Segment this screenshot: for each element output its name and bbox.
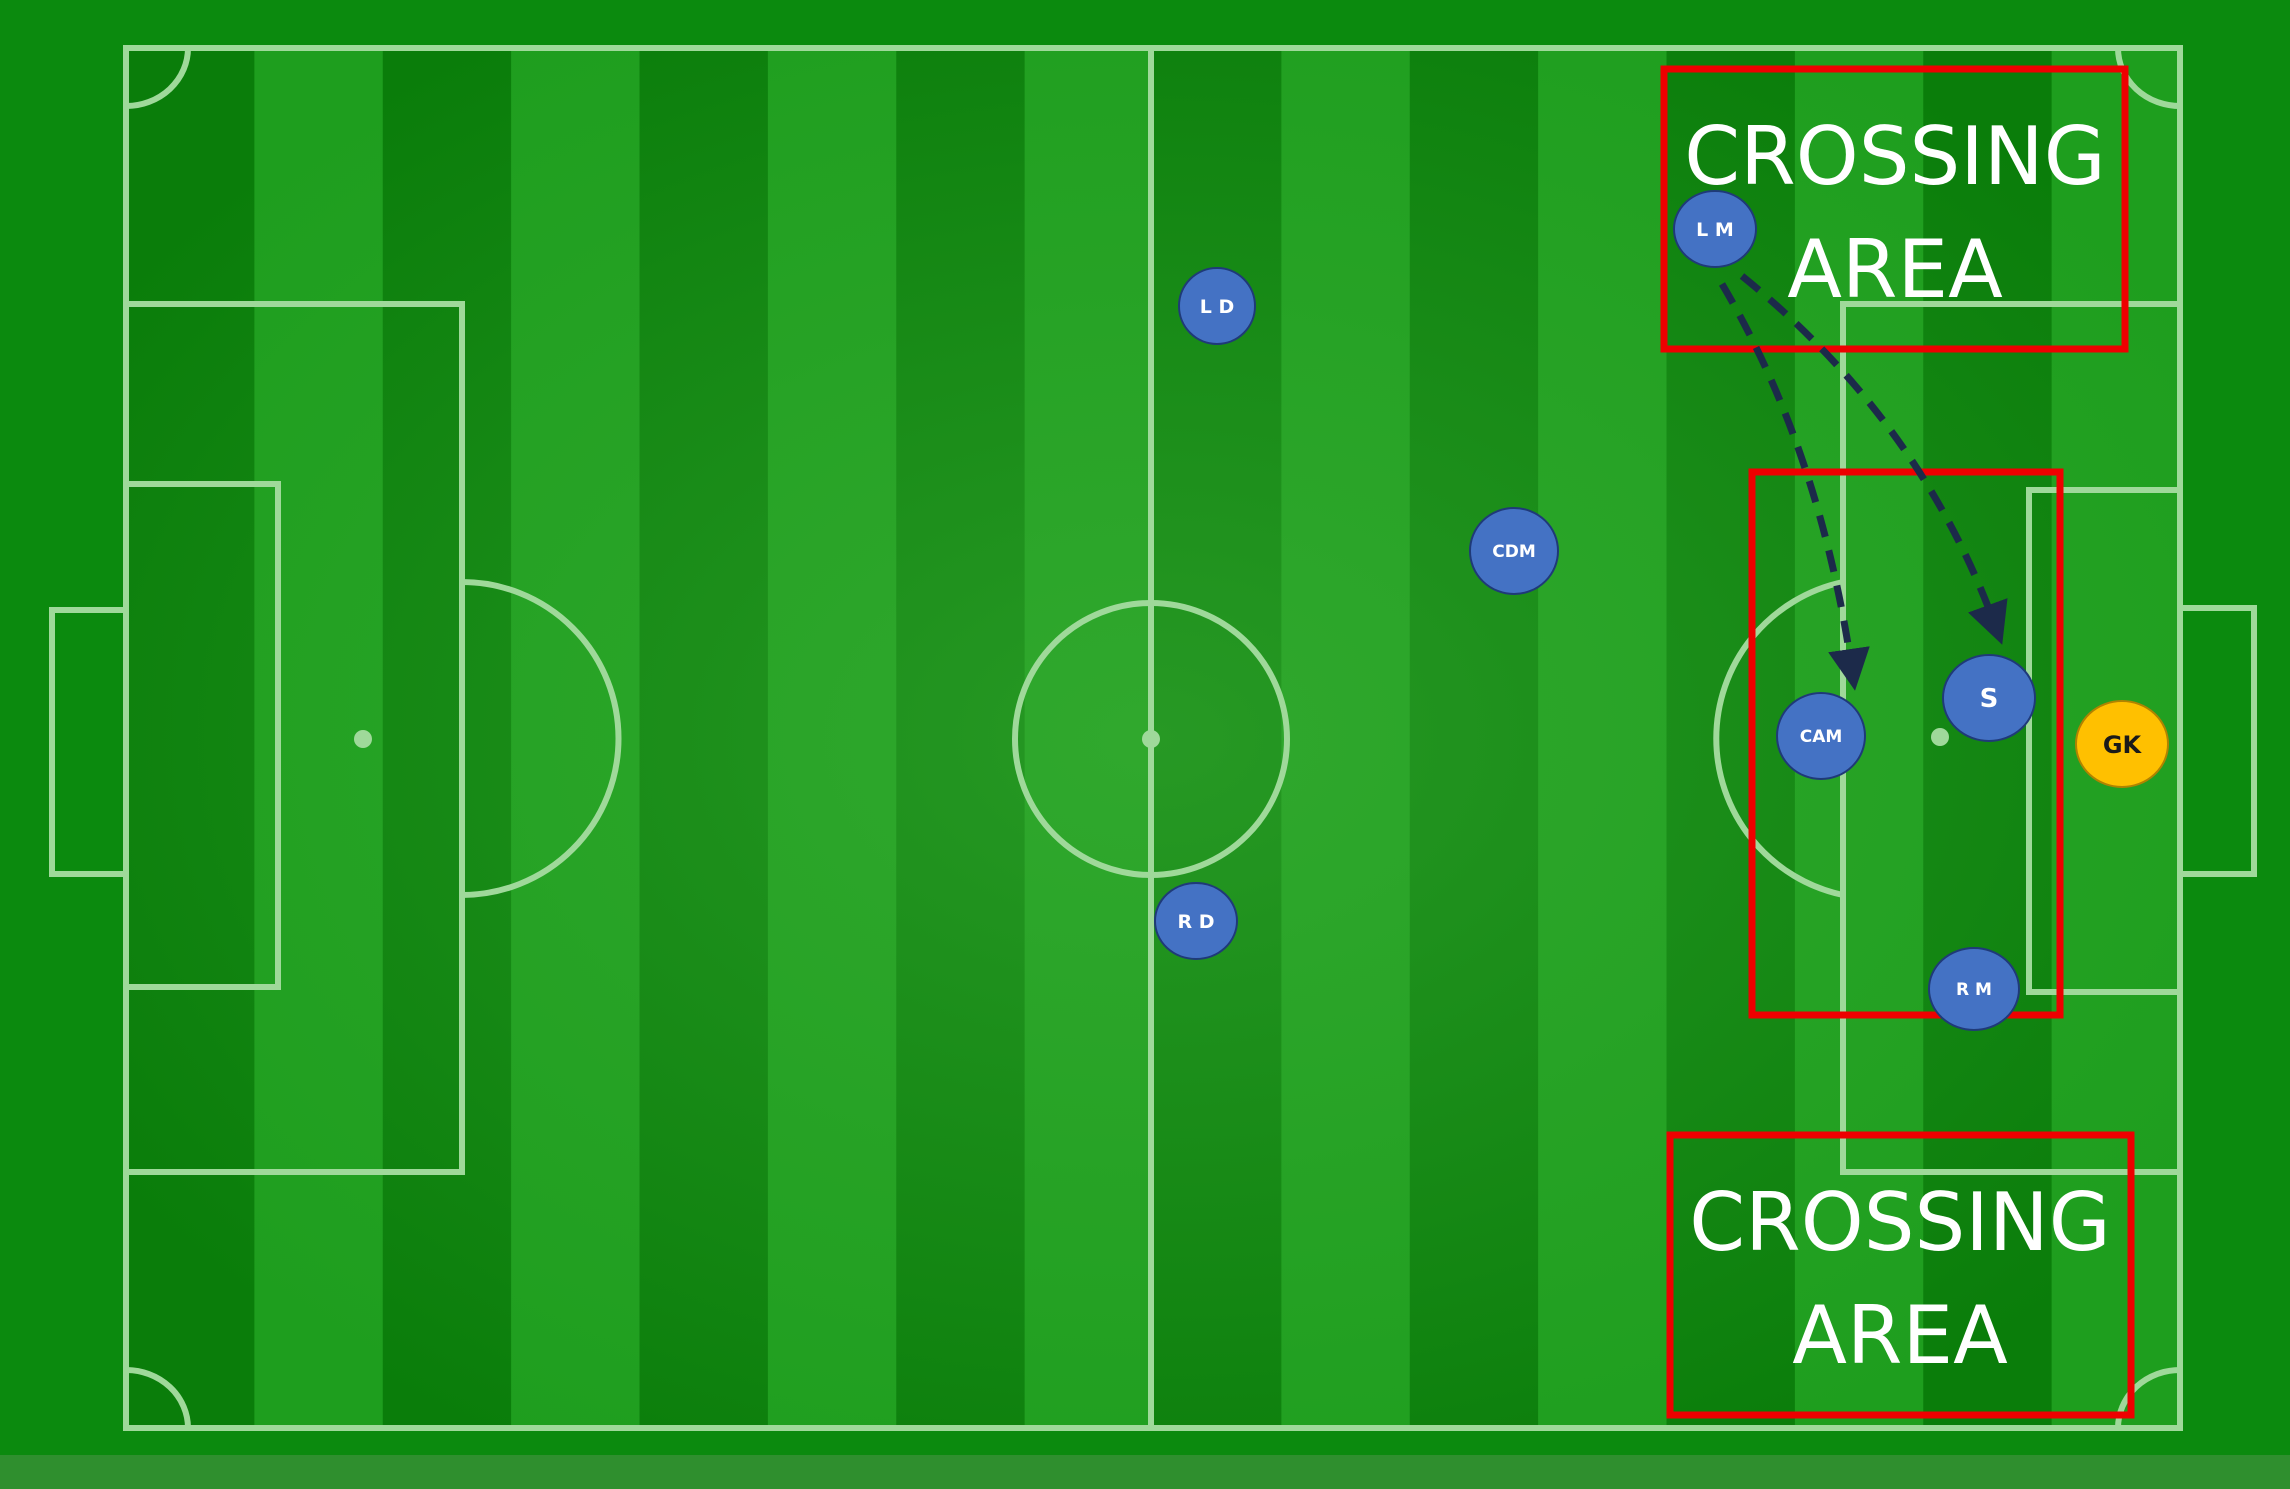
player-cdm-label: CDM [1492, 542, 1536, 562]
player-rm[interactable]: R M [1928, 947, 2020, 1031]
zone-top-line1: CROSSING [1684, 110, 2105, 203]
pitch-spots [354, 728, 1949, 748]
player-s-label: S [1980, 684, 1999, 714]
pass-arrow-lm-s [1739, 273, 2008, 645]
player-s[interactable]: S [1942, 654, 2036, 742]
player-gk-label: GK [2103, 731, 2143, 759]
corner-arc-top-left [125, 47, 191, 109]
player-ld[interactable]: L D [1178, 267, 1256, 345]
right-goal [2177, 605, 2257, 877]
center-circle [1012, 600, 1290, 878]
zone-bottom-line1: CROSSING [1689, 1176, 2110, 1269]
highlight-zones [1660, 65, 2135, 1419]
player-lm[interactable]: L M [1673, 190, 1757, 268]
player-rd[interactable]: R D [1154, 882, 1238, 960]
player-lm-label: L M [1696, 219, 1734, 241]
player-rd-label: R D [1177, 911, 1214, 933]
zone-box-top [1660, 65, 2129, 353]
player-gk[interactable]: GK [2075, 700, 2169, 788]
pitch-markings [49, 45, 2257, 1431]
zone-box-bottom [1666, 1131, 2135, 1419]
left-goal [49, 607, 129, 877]
player-cam-label: CAM [1800, 727, 1843, 747]
player-ld-label: L D [1200, 296, 1235, 318]
right-penalty-spot [1931, 728, 1949, 746]
corner-arc-bottom-left [125, 1367, 191, 1429]
pass-arrows [1718, 273, 2008, 691]
zone-bottom-line2: AREA [1792, 1289, 2008, 1382]
left-penalty-arc [461, 579, 622, 898]
left-penalty-spot [354, 730, 372, 748]
player-rm-label: R M [1956, 980, 1992, 1000]
pass-arrow-lm-cam [1718, 282, 1870, 691]
bottom-strip [0, 1455, 2290, 1489]
corner-arc-top-right [2115, 47, 2181, 109]
center-spot [1142, 730, 1160, 748]
zone-top-line2: AREA [1787, 223, 2003, 316]
player-cdm[interactable]: CDM [1469, 507, 1559, 595]
players: L M L D CDM CAM S R D R M GK [1154, 190, 2169, 1031]
zone-box-box [1748, 468, 2064, 1019]
player-cam[interactable]: CAM [1776, 692, 1866, 780]
right-penalty-arc [1713, 579, 1844, 898]
